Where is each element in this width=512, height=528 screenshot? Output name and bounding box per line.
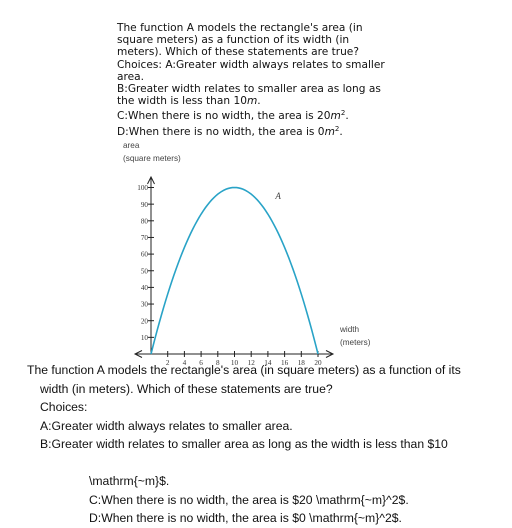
raw-line: Choices: xyxy=(40,400,88,414)
question-line: Choices: A:Greater width always relates … xyxy=(117,58,385,71)
y-tick-label: 10 xyxy=(141,334,149,342)
raw-line: B:Greater width relates to smaller area … xyxy=(40,437,448,451)
x-axis-arrow-right xyxy=(325,350,335,358)
y-tick-label: 40 xyxy=(141,284,149,292)
y-axis-arrow xyxy=(147,175,155,185)
unit-m: m xyxy=(246,95,258,108)
choice-b-cont: the width is less than 10 xyxy=(117,95,247,108)
raw-line: A:Greater width always relates to smalle… xyxy=(40,418,293,433)
period: . xyxy=(345,110,349,123)
chart-svg: 10 20 30 40 50 60 70 80 90 100 2 4 6 8 10 12 14 16 18 20 A xyxy=(133,175,335,367)
y-tick-label: 100 xyxy=(137,184,148,192)
x-tick-label: 14 xyxy=(264,359,272,367)
period: . xyxy=(257,95,261,108)
question-line: square meters) as a function of its widt… xyxy=(117,34,350,47)
superscript: 2 xyxy=(334,124,340,133)
choice-d-text: D:When there is no width, the area is 0 xyxy=(117,125,325,138)
raw-line: \mathrm{~m}$. xyxy=(89,474,170,488)
question-line: area. xyxy=(117,70,144,83)
y-tick-label: 30 xyxy=(141,301,149,309)
x-tick-label: 16 xyxy=(281,359,289,367)
series-label-a: A xyxy=(274,191,281,201)
y-axis-title-line2: (square meters) xyxy=(123,154,181,163)
superscript: 2 xyxy=(340,109,346,118)
y-tick-label: 90 xyxy=(141,201,149,209)
raw-line: width (in meters). Which of these statem… xyxy=(40,381,333,396)
y-tick-label: 60 xyxy=(141,251,149,259)
choice-c-text: C:When there is no width, the area is 20 xyxy=(117,110,331,123)
choice-c-line: C:When there is no width, the area is 20… xyxy=(117,107,407,122)
choice-d-line: D:When there is no width, the area is 0m… xyxy=(117,123,407,138)
raw-line: C:When there is no width, the area is $2… xyxy=(89,492,409,507)
x-tick-label: 10 xyxy=(231,359,239,367)
x-tick-label: 2 xyxy=(166,359,170,367)
x-tick-label: 6 xyxy=(199,359,203,367)
y-tick-label: 50 xyxy=(141,267,149,275)
x-tick-label: 18 xyxy=(298,359,306,367)
line-gap xyxy=(27,454,507,473)
series-curve-a xyxy=(150,186,319,355)
period: . xyxy=(339,125,343,138)
y-tick-label: 80 xyxy=(141,217,149,225)
raw-line: The function A models the rectangle's ar… xyxy=(27,363,461,377)
y-tick-label: 20 xyxy=(141,317,149,325)
choice-b-line: B:Greater width relates to smaller area … xyxy=(117,83,407,95)
question-line: meters). Which of these statements are t… xyxy=(117,46,359,59)
y-axis-title-line1: area xyxy=(123,141,140,150)
x-axis-arrow-left xyxy=(133,350,143,358)
x-tick-label: 12 xyxy=(248,359,256,367)
x-tick-label: 4 xyxy=(183,359,187,367)
unit-m: m xyxy=(330,110,341,123)
unit-m: m xyxy=(324,125,335,138)
x-tick-label: 8 xyxy=(216,359,220,367)
choice-b-text: B:Greater width relates to smaller area … xyxy=(117,83,381,96)
x-axis-title-line2: (meters) xyxy=(340,338,371,347)
x-tick-label: 20 xyxy=(314,359,322,367)
question-text-raw: The function A models the rectangle's ar… xyxy=(27,361,507,528)
x-axis-title-line1: width xyxy=(340,325,360,334)
area-graph: area (square meters) width (meters) 10 20… xyxy=(118,140,388,372)
choice-b-line2: the width is less than 10m. xyxy=(117,95,407,107)
question-line: The function A models the rectangle's ar… xyxy=(117,22,363,34)
question-text-rendered: The function A models the rectangle's ar… xyxy=(117,22,407,138)
y-tick-label: 70 xyxy=(141,234,149,242)
